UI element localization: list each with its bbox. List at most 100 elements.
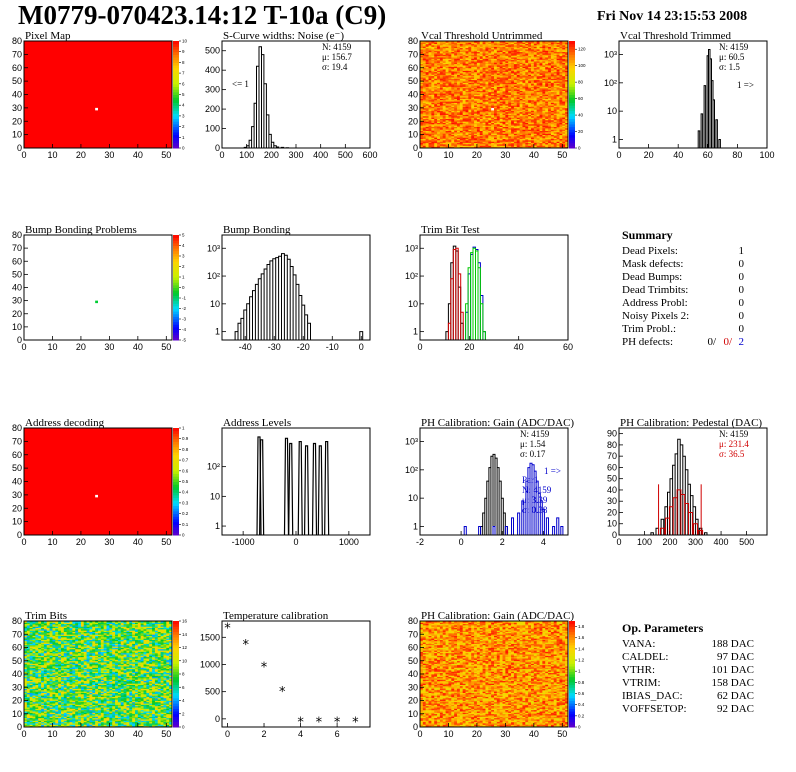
palette-step — [569, 621, 575, 625]
palette-step — [569, 113, 575, 117]
palette-label: 0 — [578, 146, 581, 151]
palette-label: 1 — [182, 135, 185, 140]
y-tick-label: 60 — [408, 643, 418, 653]
palette-step — [569, 126, 575, 130]
palette-step — [173, 105, 179, 109]
special-pixel — [491, 107, 494, 111]
palette-label: 0.2 — [578, 713, 585, 718]
palette-step — [173, 78, 179, 82]
y-tick-label: 0 — [17, 722, 22, 732]
palette-step — [173, 695, 179, 699]
palette-step — [173, 634, 179, 638]
palette-step — [173, 329, 179, 333]
histogram-series — [660, 489, 704, 535]
palette-step — [569, 681, 575, 686]
palette-step — [569, 631, 575, 635]
y-tick-label: 60 — [607, 462, 617, 472]
y-tick-label: 300 — [205, 85, 220, 95]
y-tick-label: 200 — [205, 104, 220, 114]
y-tick-label: 80 — [408, 616, 418, 626]
palette-step — [173, 145, 179, 149]
x-tick-label: 600 — [362, 150, 377, 160]
y-tick-label: 10 — [12, 130, 22, 140]
stats-text: N: 4159 — [719, 42, 749, 52]
x-tick-label: 300 — [688, 537, 703, 547]
palette-step — [173, 660, 179, 664]
palette-step — [173, 256, 179, 260]
palette-step — [173, 679, 179, 683]
palette-label: 0.2 — [182, 511, 189, 516]
x-tick-label: 0 — [616, 150, 621, 160]
palette-step — [569, 658, 575, 662]
x-tick-label: 0 — [225, 729, 230, 739]
palette-step — [173, 121, 179, 125]
palette-label: 0.1 — [182, 522, 189, 527]
palette-step — [173, 324, 179, 328]
chart-title: Trim Bit Test — [421, 224, 480, 236]
timestamp: Fri Nov 14 23:15:53 2008 — [597, 9, 748, 24]
palette-label: 6 — [182, 81, 185, 86]
x-tick-label: 60 — [703, 150, 713, 160]
heatmap-cells — [24, 621, 173, 728]
palette-step — [569, 652, 575, 656]
x-tick-label: 20 — [76, 342, 86, 352]
x-tick-label: 10 — [443, 729, 453, 739]
y-tick-label: 50 — [607, 474, 617, 484]
palette-step — [173, 719, 179, 723]
palette-step — [173, 57, 179, 61]
palette-step — [569, 123, 575, 128]
histogram-spike — [297, 440, 303, 536]
palette-step — [173, 713, 179, 717]
palette-step — [173, 102, 179, 106]
palette-step — [569, 663, 575, 667]
palette-step — [173, 513, 179, 517]
palette-step — [569, 671, 575, 675]
palette-step — [173, 642, 179, 646]
palette-label: 0 — [182, 285, 185, 290]
palette-label: 2 — [182, 711, 185, 716]
palette-label: 5 — [182, 92, 185, 97]
x-tick-label: 30 — [104, 729, 114, 739]
stats-text: σ: 0.17 — [520, 449, 546, 459]
palette-step — [569, 62, 575, 66]
palette-step — [173, 492, 179, 496]
chart-title: Temperature calibration — [223, 610, 329, 622]
y-tick-label: 10 — [408, 299, 418, 309]
palette-step — [569, 716, 575, 720]
palette-step — [173, 97, 179, 101]
palette-step — [173, 716, 179, 720]
data-point: * — [243, 638, 250, 653]
x-tick-label: 40 — [529, 729, 539, 739]
special-pixel — [95, 107, 98, 111]
x-tick-label: 0 — [417, 150, 422, 160]
palette-step — [173, 470, 179, 474]
palette-step — [173, 263, 179, 267]
palette-step — [173, 468, 179, 472]
y-tick-label: 70 — [12, 243, 22, 253]
stats-text: μ: 156.7 — [322, 52, 352, 62]
palette-step — [569, 692, 575, 696]
palette-label: 0.8 — [182, 447, 189, 452]
palette-step — [569, 115, 575, 120]
y-tick-label: 30 — [12, 682, 22, 692]
x-tick-label: 400 — [714, 537, 729, 547]
plot-area — [222, 41, 370, 148]
palette-step — [173, 139, 179, 144]
palette-step — [569, 674, 575, 678]
palette-step — [173, 644, 179, 648]
y-tick-label: 500 — [205, 687, 220, 697]
palette-label: 10 — [182, 39, 188, 44]
palette-label: 1 — [182, 275, 185, 280]
y-tick-label: 20 — [12, 116, 22, 126]
palette-step — [569, 650, 575, 654]
y-tick-label: 10 — [12, 709, 22, 719]
palette-step — [173, 43, 179, 47]
op-parameter-row: VANA: 188 DAC — [622, 638, 754, 650]
palette-step — [569, 142, 575, 146]
palette-step — [173, 674, 179, 678]
palette-step — [569, 59, 575, 63]
x-tick-label: 400 — [313, 150, 328, 160]
y-tick-label: 40 — [408, 90, 418, 100]
palette-step — [173, 502, 179, 507]
x-tick-label: 0 — [21, 537, 26, 547]
